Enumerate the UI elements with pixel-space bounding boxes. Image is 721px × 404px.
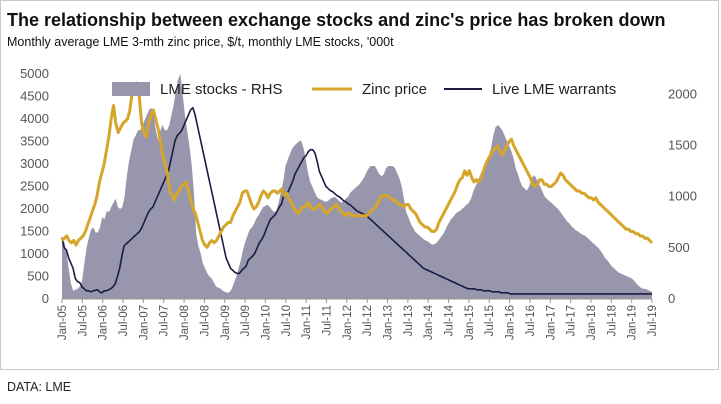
- x-tick-label: Jan-11: [301, 305, 313, 339]
- y-left-tick-label: 4000: [20, 111, 49, 126]
- x-tick-label: Jan-17: [545, 305, 557, 340]
- y-left-tick-label: 1000: [20, 246, 49, 261]
- x-tick-label: Jan-09: [220, 305, 232, 340]
- chart-subtitle: Monthly average LME 3-mth zinc price, $/…: [7, 35, 394, 49]
- y-left-tick-label: 2500: [20, 179, 49, 194]
- y-right-tick-label: 2000: [668, 86, 697, 101]
- y-left-tick-label: 5000: [20, 66, 49, 81]
- y-left-tick-label: 4500: [20, 89, 49, 104]
- x-tick-label: Jul-17: [566, 305, 578, 336]
- series-price-line: [60, 81, 654, 249]
- y-left-tick-label: 3500: [20, 134, 49, 149]
- chart-title: The relationship between exchange stocks…: [7, 10, 666, 30]
- x-tick-label: Jul-16: [525, 305, 537, 336]
- x-tick-label: Jan-08: [179, 305, 191, 340]
- series-warrants-line: [61, 106, 652, 295]
- x-tick-label: Jul-05: [77, 305, 89, 336]
- legend-label-stocks: LME stocks - RHS: [160, 81, 283, 98]
- x-tick-label: Jan-16: [505, 305, 517, 340]
- x-tick-label: Jan-06: [98, 305, 110, 340]
- x-tick-label: Jan-12: [342, 305, 354, 340]
- legend: LME stocks - RHS Zinc price Live LME war…: [112, 81, 616, 98]
- x-tick-label: Jul-09: [240, 305, 252, 336]
- y-left-tick-label: 2000: [20, 201, 49, 216]
- x-tick-label: Jul-07: [159, 305, 171, 336]
- x-tick-label: Jan-19: [627, 305, 639, 340]
- y-left-tick-label: 3000: [20, 156, 49, 171]
- data-source: DATA: LME: [7, 380, 72, 394]
- x-tick-label: Jul-15: [484, 305, 496, 336]
- series-stocks-area: [62, 74, 652, 299]
- x-tick-label: Jan-13: [383, 305, 395, 340]
- chart-frame: [0, 0, 719, 370]
- axis-layer: 0500100015002000250030003500400045005000…: [20, 66, 697, 340]
- legend-label-warrants: Live LME warrants: [492, 81, 616, 98]
- x-tick-label: Jan-05: [57, 305, 69, 340]
- x-tick-label: Jan-07: [138, 305, 150, 340]
- x-tick-label: Jul-10: [281, 305, 293, 336]
- x-tick-label: Jan-18: [586, 305, 598, 340]
- legend-label-price: Zinc price: [362, 81, 427, 98]
- y-right-tick-label: 1500: [668, 138, 697, 153]
- x-tick-label: Jul-12: [362, 305, 374, 336]
- x-tick-label: Jul-08: [199, 305, 211, 336]
- y-left-tick-label: 1500: [20, 224, 49, 239]
- y-left-tick-label: 500: [27, 269, 49, 284]
- y-left-tick-label: 0: [42, 291, 49, 306]
- stocks-area-layer: [62, 74, 652, 299]
- chart-canvas: 0500100015002000250030003500400045005000…: [20, 66, 697, 340]
- y-right-tick-label: 0: [668, 291, 675, 306]
- line-layer: [60, 81, 654, 295]
- x-tick-label: Jul-06: [118, 305, 130, 336]
- y-right-tick-label: 500: [668, 240, 690, 255]
- x-tick-label: Jul-18: [606, 305, 618, 336]
- x-tick-label: Jan-15: [464, 305, 476, 340]
- x-tick-label: Jul-13: [403, 305, 415, 336]
- x-tick-label: Jan-14: [423, 304, 435, 340]
- y-right-tick-label: 1000: [668, 189, 697, 204]
- legend-swatch-stocks: [112, 82, 150, 96]
- x-tick-label: Jan-10: [260, 305, 272, 340]
- x-tick-label: Jul-14: [444, 304, 456, 336]
- x-tick-label: Jul-19: [647, 305, 659, 336]
- x-tick-label: Jul-11: [321, 305, 333, 335]
